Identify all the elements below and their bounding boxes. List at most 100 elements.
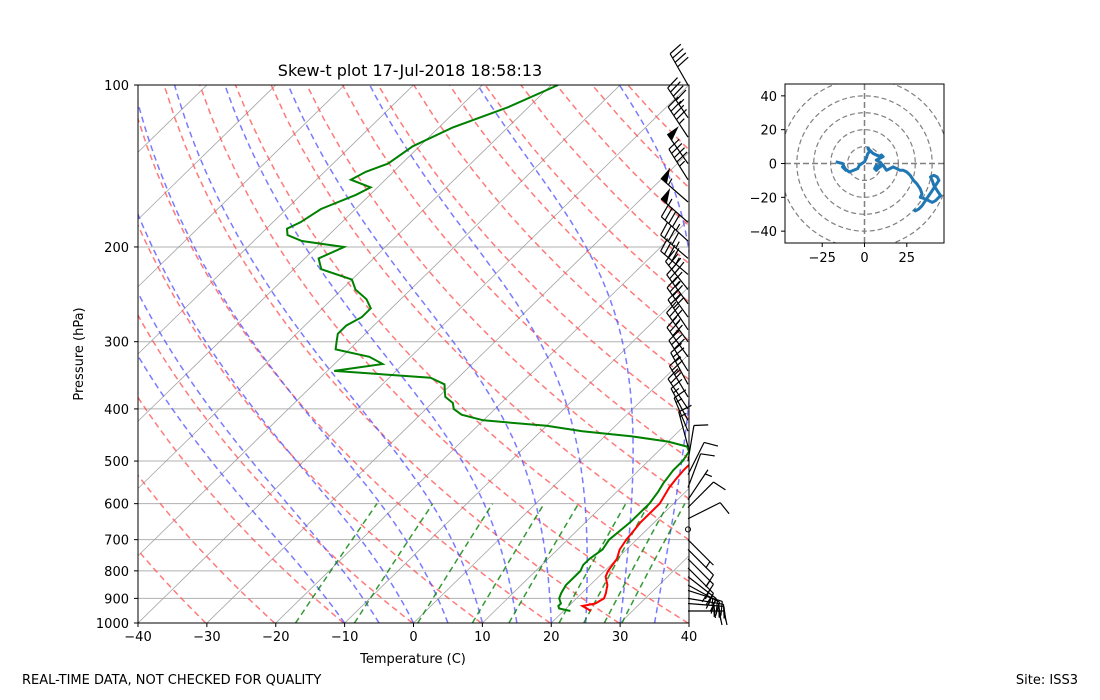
x-tick-label: 20 bbox=[543, 630, 560, 645]
hodo-y-tick-label: −20 bbox=[750, 191, 777, 206]
barb-full bbox=[672, 271, 683, 284]
barb-full bbox=[669, 305, 680, 318]
dry-adiabat-line bbox=[163, 85, 620, 623]
barb-full bbox=[667, 228, 676, 242]
barb-full bbox=[672, 85, 684, 97]
wind-barb bbox=[666, 276, 689, 318]
wind-barb bbox=[667, 368, 689, 410]
moist-adiabat-line bbox=[224, 85, 518, 623]
y-tick-label: 300 bbox=[104, 336, 129, 351]
y-tick-label: 400 bbox=[104, 403, 129, 418]
barb-full bbox=[705, 593, 714, 606]
y-tick-label: 1000 bbox=[96, 617, 129, 632]
barb-half bbox=[675, 223, 681, 231]
barb-shaft bbox=[687, 584, 720, 603]
y-tick-label: 500 bbox=[104, 455, 129, 470]
barb-shaft bbox=[660, 250, 689, 275]
barb-full bbox=[678, 404, 692, 413]
calm-circle bbox=[685, 526, 691, 533]
barb-shaft bbox=[668, 365, 689, 398]
skewt-ticks: −40 −30 −20 −10 0 10 20 30 40 100 200 300 400 500 600 7… bbox=[96, 79, 697, 645]
barb-shaft bbox=[687, 567, 714, 594]
quality-disclaimer: REAL-TIME DATA, NOT CHECKED FOR QUALITY bbox=[22, 673, 322, 688]
barb-full bbox=[705, 584, 714, 597]
mixing-ratio-line bbox=[353, 503, 434, 623]
dry-adiabat-line bbox=[138, 313, 413, 623]
dry-adiabat-line bbox=[341, 85, 689, 460]
isotherm-line bbox=[138, 85, 345, 288]
barb-full bbox=[665, 249, 676, 262]
isotherm-line bbox=[138, 85, 277, 221]
dry-adiabat-line bbox=[413, 85, 689, 381]
barb-full bbox=[674, 52, 687, 63]
y-tick-label: 700 bbox=[104, 534, 129, 549]
isotherm-line bbox=[413, 353, 689, 623]
wind-barb bbox=[687, 469, 713, 501]
barb-shaft bbox=[660, 216, 689, 242]
mixing-ratio-line bbox=[583, 503, 650, 623]
barb-full bbox=[672, 48, 684, 59]
dry-adiabat-line bbox=[270, 85, 689, 541]
x-tick-label: 10 bbox=[474, 630, 491, 645]
barb-shaft bbox=[670, 388, 689, 421]
skewt-axes: −40 −30 −20 −10 0 10 20 30 40 100 200 300 400 500 600 7… bbox=[72, 61, 697, 667]
y-tick-label: 800 bbox=[104, 565, 129, 580]
wind-barb bbox=[666, 126, 689, 164]
barb-half bbox=[674, 369, 681, 376]
x-tick-label: −30 bbox=[193, 630, 220, 645]
barb-shaft bbox=[687, 469, 709, 501]
wind-barb bbox=[668, 330, 689, 372]
barb-full bbox=[669, 43, 682, 55]
barb-full bbox=[676, 151, 688, 163]
barb-full bbox=[693, 424, 709, 427]
mixing-ratio-line bbox=[508, 503, 580, 623]
barb-half bbox=[667, 198, 673, 206]
dry-adiabat-line bbox=[377, 85, 689, 420]
barb-full bbox=[709, 598, 717, 612]
barb-half bbox=[667, 178, 673, 186]
mixing-ratio-line bbox=[471, 503, 545, 623]
x-tick-label: 40 bbox=[681, 630, 698, 645]
barb-half bbox=[678, 98, 685, 105]
barb-shaft bbox=[687, 425, 695, 462]
barb-full bbox=[666, 301, 677, 314]
barb-shaft bbox=[687, 481, 714, 508]
moist-adiabat-line bbox=[618, 85, 689, 623]
wind-barb bbox=[667, 96, 689, 138]
skewt-plot-area bbox=[138, 85, 689, 623]
isotherm-line bbox=[138, 85, 621, 557]
barb-shaft bbox=[660, 234, 689, 259]
barb-shaft bbox=[670, 352, 689, 385]
moist-adiabat-line bbox=[173, 85, 484, 623]
barb-full bbox=[660, 204, 670, 218]
dry-adiabat-line bbox=[306, 85, 689, 500]
barb-shaft bbox=[669, 53, 689, 86]
x-tick-label: −40 bbox=[124, 630, 151, 645]
barb-shaft bbox=[667, 378, 689, 410]
barb-full bbox=[676, 108, 687, 121]
dry-adiabat-line bbox=[555, 85, 689, 227]
barb-full bbox=[700, 453, 715, 457]
moist-adiabat-line bbox=[138, 100, 449, 623]
wind-barb bbox=[687, 539, 714, 568]
barb-half bbox=[675, 241, 680, 249]
hodo-x-tick-label: 0 bbox=[860, 251, 868, 266]
x-tick-label: −10 bbox=[331, 630, 358, 645]
barb-full bbox=[705, 595, 714, 609]
dry-adiabat-line bbox=[138, 474, 276, 623]
barb-shaft bbox=[687, 549, 714, 576]
barb-shaft bbox=[666, 327, 689, 358]
barb-shaft bbox=[667, 299, 689, 331]
wind-barb bbox=[687, 558, 714, 597]
barb-full bbox=[663, 225, 672, 239]
barb-full bbox=[673, 147, 685, 159]
wind-barb bbox=[660, 167, 689, 203]
barb-full bbox=[675, 89, 687, 101]
barb-shaft bbox=[687, 539, 714, 566]
barb-full bbox=[677, 56, 689, 68]
dry-adiabat-line bbox=[138, 116, 551, 623]
isotherm-line bbox=[344, 286, 689, 623]
isotherm-line bbox=[138, 85, 689, 623]
barb-shaft bbox=[678, 411, 689, 447]
barb-full bbox=[672, 309, 683, 322]
